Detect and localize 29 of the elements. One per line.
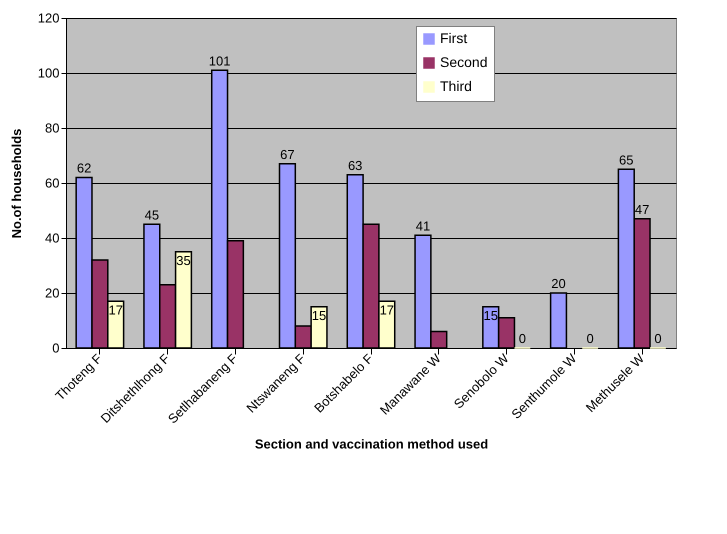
y-tick-label: 60 [45, 176, 60, 190]
data-label: 67 [280, 146, 295, 162]
data-label: 0 [654, 331, 662, 346]
legend-label: Second [440, 54, 488, 70]
data-label: 20 [551, 276, 566, 291]
data-label: 63 [348, 158, 362, 173]
y-tick-label: 100 [38, 66, 60, 80]
legend-label: First [440, 30, 468, 46]
data-label: 65 [619, 152, 634, 168]
data-label: 17 [380, 302, 394, 318]
y-axis-title: No.of households [8, 128, 24, 238]
y-tick-label: 0 [52, 340, 60, 356]
y-tick-label: 20 [45, 286, 60, 300]
data-label: 17 [108, 302, 123, 318]
legend-label: Third [440, 78, 472, 94]
y-tick-label: 120 [38, 10, 60, 26]
x-axis-title: Section and vaccination method used [254, 436, 488, 452]
y-tick-label: 80 [45, 120, 60, 136]
data-label: 0 [518, 331, 526, 346]
data-label: 15 [312, 308, 326, 323]
data-label: 62 [76, 160, 92, 176]
data-label: 47 [634, 202, 650, 217]
data-label: 45 [144, 207, 160, 222]
data-label: 101 [208, 53, 230, 68]
data-label: 35 [176, 252, 191, 268]
data-label: 0 [586, 331, 594, 346]
data-label: 41 [416, 218, 430, 234]
data-label: 15 [484, 308, 498, 323]
y-tick-label: 40 [45, 230, 60, 246]
